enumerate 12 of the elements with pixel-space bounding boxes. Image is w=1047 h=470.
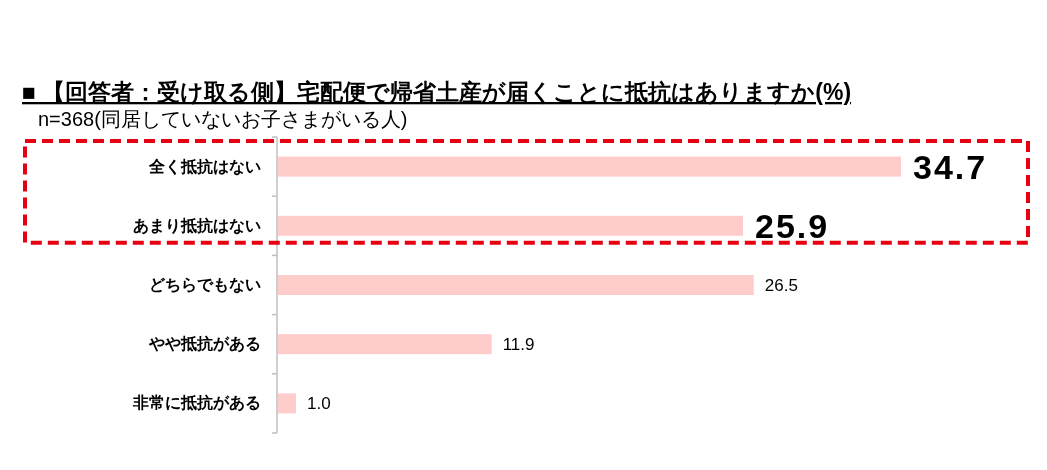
subtitle: n=368(同居していないお子さまがいる人): [38, 108, 408, 130]
data-label: 11.9: [502, 335, 535, 355]
data-label: 1.0: [306, 394, 331, 414]
data-label: 34.7: [913, 147, 988, 186]
category-label: あまり抵抗はない: [133, 216, 261, 234]
category-label: 全く抵抗はない: [149, 157, 261, 175]
data-label: 26.5: [764, 276, 798, 295]
title: ■ 【回答者：受け取る側】宅配便で帰省土産が届くことに抵抗はありますか(%): [22, 79, 852, 105]
category-label: 非常に抵抗がある: [133, 394, 261, 412]
data-label: 25.9: [755, 206, 830, 245]
category-label: やや抵抗がある: [149, 335, 261, 353]
category-label: どちらでもない: [149, 276, 261, 293]
